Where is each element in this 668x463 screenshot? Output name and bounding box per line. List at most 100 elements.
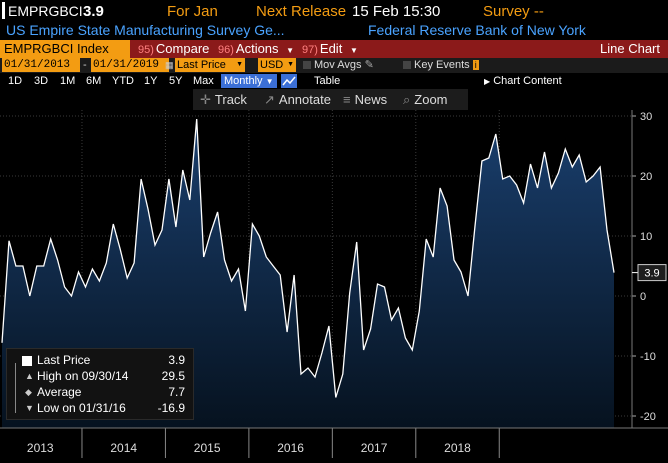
- x-tick-label: 2015: [194, 441, 221, 455]
- last-value-box: [637, 264, 667, 282]
- news-button[interactable]: ≡ News: [343, 92, 387, 107]
- legend-average-value: 7.7: [168, 385, 185, 399]
- frequency-value: Monthly: [224, 75, 263, 87]
- legend-last-price-value: 3.9: [168, 353, 185, 367]
- x-tick-label: 2014: [110, 441, 137, 455]
- tab-1m[interactable]: 1M: [60, 75, 76, 87]
- next-release-label: Next Release: [256, 3, 347, 20]
- compare-button[interactable]: 95) Compare: [138, 40, 209, 58]
- next-release-value: 15 Feb 15:30: [352, 3, 441, 20]
- currency-select[interactable]: USD ▼: [258, 58, 296, 72]
- annotate-button[interactable]: ↗ Annotate: [264, 92, 331, 108]
- price-field-value: Last Price: [177, 59, 226, 71]
- zoom-label: Zoom: [414, 92, 448, 107]
- chart-legend[interactable]: Last Price 3.9 ▲ High on 09/30/14 29.5 ◆…: [6, 348, 194, 420]
- crosshair-icon: ✛: [200, 92, 211, 107]
- annotate-label: Annotate: [278, 92, 331, 107]
- ticker-symbol[interactable]: EMPRGBCI: [8, 3, 83, 19]
- y-tick-label: 10: [640, 231, 652, 243]
- checkbox-icon: [303, 61, 311, 70]
- chart-type-label[interactable]: Line Chart: [600, 41, 660, 56]
- options-bar: 01/31/2013 - 01/31/2019 ▦ Last Price ▼ U…: [0, 58, 668, 73]
- command-bar: EMPRGBCI Index 95) Compare 96) Actions ▼ 9…: [0, 40, 668, 58]
- chevron-down-icon: ▼: [286, 46, 295, 55]
- edit-label: Edit: [319, 41, 343, 56]
- track-label: Track: [214, 92, 247, 107]
- y-tick-label: 20: [640, 171, 652, 183]
- legend-last-price: Last Price 3.9: [7, 353, 193, 368]
- arrow-down-icon: ▼: [25, 403, 34, 413]
- pencil-icon: ✎: [364, 59, 374, 71]
- y-tick-label: -10: [640, 351, 656, 363]
- chevron-down-icon: ▼: [236, 61, 243, 68]
- legend-low-label: Low on 01/31/16: [37, 401, 126, 415]
- tab-6m[interactable]: 6M: [86, 75, 102, 87]
- line-chart-icon[interactable]: [281, 74, 297, 88]
- tab-max[interactable]: Max: [193, 75, 214, 87]
- average-icon: ◆: [25, 387, 32, 397]
- tab-1d[interactable]: 1D: [8, 75, 23, 87]
- chart-content-button[interactable]: ▶ Chart Content: [484, 74, 562, 88]
- track-button[interactable]: ✛ Track: [200, 92, 247, 108]
- security-header: EMPRGBCI 3.9 For Jan Next Release 15 Feb…: [0, 0, 668, 22]
- zoom-button[interactable]: ⌕ Zoom: [403, 92, 448, 108]
- chevron-down-icon: ▼: [349, 46, 358, 55]
- survey-label: Survey --: [483, 3, 544, 20]
- table-button[interactable]: Table: [314, 75, 341, 87]
- mov-avgs-toggle[interactable]: Mov Avgs ✎: [303, 58, 374, 72]
- arrow-up-icon: ▲: [25, 371, 34, 381]
- y-tick-label: 0: [640, 291, 646, 303]
- legend-low: ▼ Low on 01/31/16 -16.9: [7, 401, 193, 416]
- info-icon: i: [472, 60, 479, 70]
- tab-1y[interactable]: 1Y: [144, 75, 158, 87]
- actions-number: 96): [218, 44, 234, 56]
- series-line: [1, 118, 615, 398]
- news-label: News: [354, 92, 388, 107]
- key-events-label: Key Events: [414, 59, 470, 71]
- y-tick-label: 30: [640, 111, 652, 123]
- x-tick-label: 2016: [277, 441, 304, 455]
- tab-3d[interactable]: 3D: [34, 75, 49, 87]
- price-field-select[interactable]: Last Price ▼: [175, 58, 245, 72]
- legend-high-value: 29.5: [161, 369, 185, 383]
- chevron-down-icon: ▼: [287, 61, 294, 68]
- news-icon: ≡: [343, 92, 351, 107]
- chart-toolbar: ✛ Track ↗ Annotate ≡ News ⌕ Zoom: [193, 89, 468, 110]
- start-date-field[interactable]: 01/31/2013: [2, 58, 80, 72]
- period-tabs: 1D 3D 1M 6M YTD 1Y 5Y Max Monthly ▼ Tabl…: [0, 73, 668, 89]
- security-name: US Empire State Manufacturing Survey Ge.…: [6, 22, 285, 38]
- tab-5y[interactable]: 5Y: [169, 75, 183, 87]
- legend-last-price-label: Last Price: [37, 353, 91, 367]
- calendar-icon[interactable]: ▦: [165, 60, 174, 70]
- key-events-toggle[interactable]: Key Events i: [403, 58, 479, 72]
- legend-average: ◆ Average 7.7: [7, 385, 193, 400]
- checkbox-icon: [403, 61, 411, 70]
- description-row: US Empire State Manufacturing Survey Ge.…: [0, 22, 668, 40]
- annotate-icon: ↗: [264, 92, 275, 107]
- compare-number: 95): [138, 44, 154, 56]
- caret-right-icon: ▶: [484, 77, 491, 86]
- currency-value: USD: [260, 59, 284, 71]
- data-source: Federal Reserve Bank of New York: [368, 22, 586, 38]
- frequency-select[interactable]: Monthly ▼: [221, 74, 277, 88]
- x-tick-label: 2017: [361, 441, 388, 455]
- for-period: For Jan: [167, 3, 218, 20]
- x-tick-label: 2013: [27, 441, 54, 455]
- mov-avgs-label: Mov Avgs: [314, 59, 362, 71]
- chevron-down-icon: ▼: [265, 77, 274, 86]
- edit-button[interactable]: 97) Edit ▼: [302, 40, 358, 58]
- y-tick-label: -20: [640, 411, 656, 423]
- chart-content-label: Chart Content: [493, 75, 562, 87]
- legend-tree-line: [15, 363, 16, 413]
- date-separator: -: [83, 59, 87, 71]
- compare-label: Compare: [155, 41, 210, 56]
- legend-swatch: [22, 356, 32, 366]
- actions-button[interactable]: 96) Actions ▼: [218, 40, 294, 58]
- end-date-field[interactable]: 01/31/2019: [91, 58, 169, 72]
- ticker-cursor: [2, 2, 5, 19]
- edit-number: 97): [302, 44, 318, 56]
- legend-low-value: -16.9: [157, 401, 185, 415]
- legend-high-label: High on 09/30/14: [37, 369, 129, 383]
- tab-ytd[interactable]: YTD: [112, 75, 134, 87]
- security-field[interactable]: EMPRGBCI Index: [0, 40, 130, 58]
